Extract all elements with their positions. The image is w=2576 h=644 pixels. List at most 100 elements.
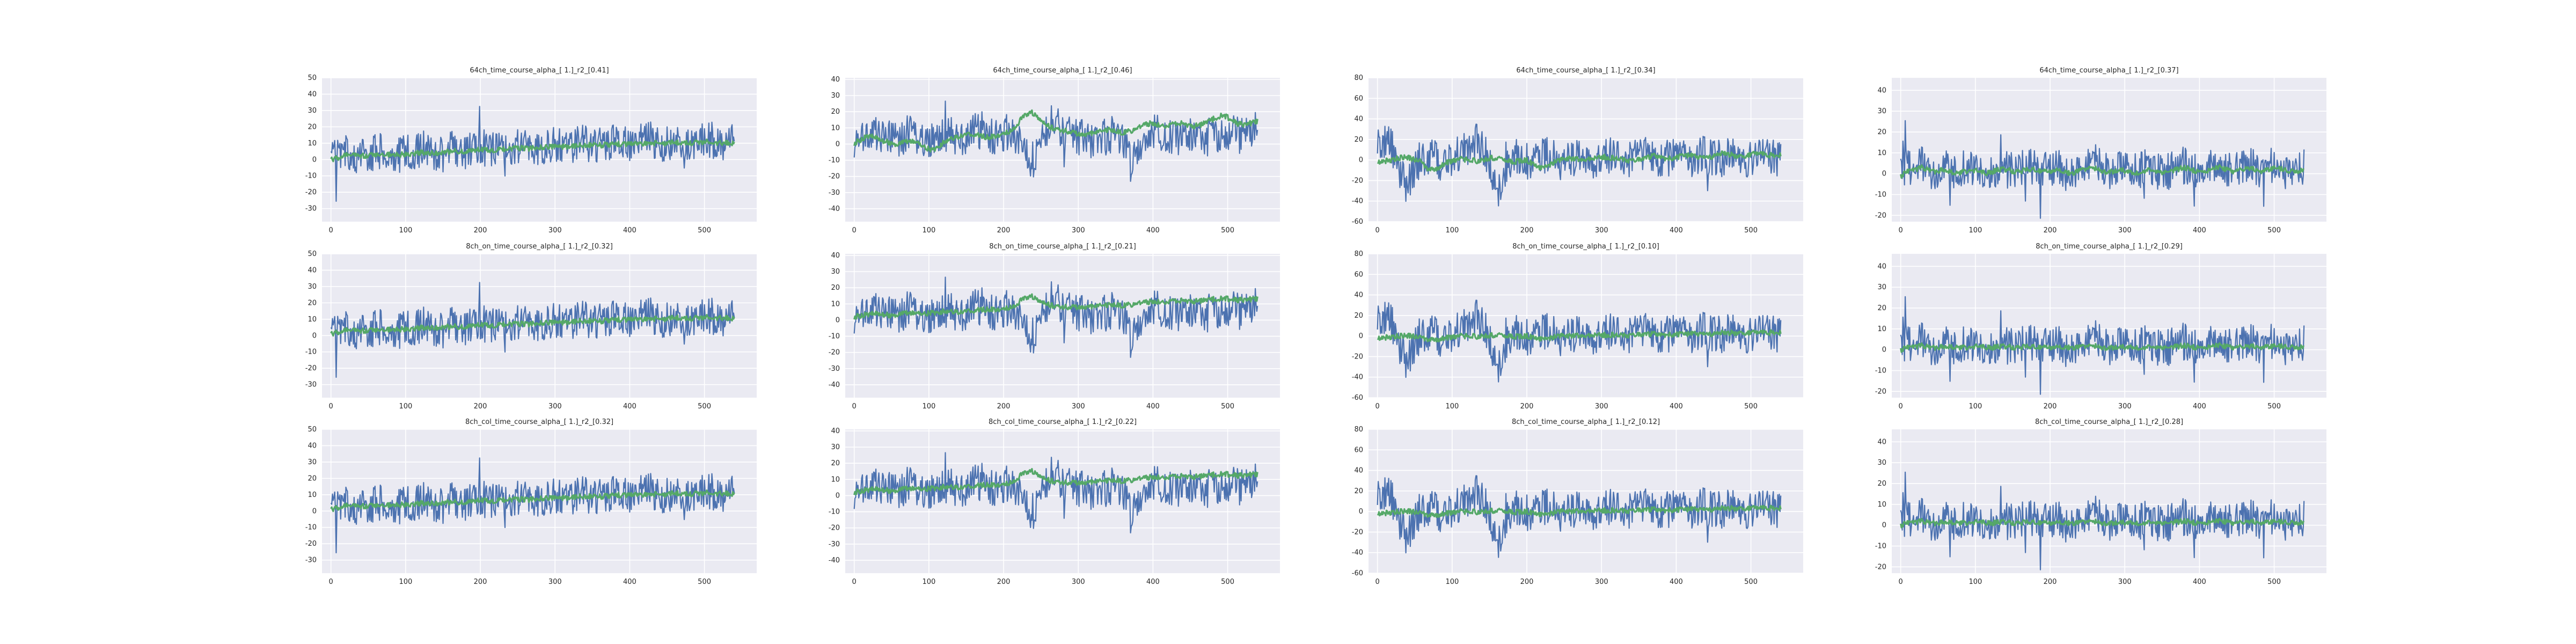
- y-tick-label: -40: [1352, 549, 1363, 557]
- plot-area: [845, 78, 1280, 222]
- y-tick-label: -30: [305, 381, 317, 389]
- y-tick-label: 0: [836, 140, 840, 148]
- y-tick-label: 40: [1354, 115, 1363, 123]
- x-tick-label: 0: [329, 402, 333, 411]
- plot-area: [845, 254, 1280, 398]
- subplot-title: 64ch_time_course_alpha_[ 1.]_r2_[0.41]: [470, 67, 609, 75]
- x-tick-label: 100: [399, 226, 412, 235]
- y-tick-label: -20: [829, 524, 840, 532]
- y-tick-label: 0: [1882, 346, 1886, 354]
- y-tick-label: -10: [1875, 543, 1886, 551]
- y-tick-label: 40: [308, 442, 317, 450]
- y-tick-label: 40: [1354, 291, 1363, 299]
- y-tick-label: 20: [308, 123, 317, 131]
- x-tick-label: 400: [623, 402, 636, 411]
- x-tick-label: 100: [1968, 226, 1982, 235]
- y-tick-label: 30: [831, 443, 840, 451]
- y-tick-label: 20: [1354, 312, 1363, 320]
- y-tick-label: 20: [1877, 304, 1886, 312]
- series-line-green: [330, 313, 735, 337]
- y-tick-label: -60: [1352, 569, 1363, 577]
- x-tick-label: 0: [1375, 578, 1380, 586]
- y-tick-label: -10: [305, 348, 317, 356]
- y-tick-label: -10: [829, 333, 840, 341]
- x-tick-label: 100: [1445, 402, 1459, 411]
- x-tick-label: 0: [329, 578, 333, 586]
- y-tick-label: 0: [1359, 156, 1363, 164]
- y-tick-label: 30: [1877, 283, 1886, 291]
- x-tick-label: 500: [1744, 402, 1758, 411]
- y-tick-label: 30: [308, 283, 317, 291]
- y-tick-label: 60: [1354, 446, 1363, 454]
- subplot-title: 8ch_col_time_course_alpha_[ 1.]_r2_[0.28…: [2035, 418, 2183, 426]
- x-tick-label: 300: [2118, 226, 2132, 235]
- y-tick-label: 20: [831, 108, 840, 116]
- series-line-green: [853, 293, 1258, 320]
- x-tick-label: 500: [698, 578, 711, 586]
- x-tick-label: 200: [474, 402, 487, 411]
- y-tick-label: 30: [308, 458, 317, 466]
- x-tick-label: 0: [1899, 402, 1903, 411]
- series-line-green: [330, 489, 735, 513]
- x-tick-label: 100: [1968, 402, 1982, 411]
- y-tick-label: 0: [836, 316, 840, 324]
- x-tick-label: 500: [2267, 402, 2281, 411]
- y-tick-label: 40: [1877, 262, 1886, 270]
- y-tick-label: -20: [305, 364, 317, 372]
- y-tick-label: -20: [1352, 528, 1363, 536]
- y-tick-label: -40: [829, 557, 840, 565]
- y-tick-label: 20: [308, 299, 317, 307]
- x-tick-label: 200: [2044, 402, 2057, 411]
- y-tick-label: 30: [308, 107, 317, 115]
- y-tick-label: -20: [829, 173, 840, 181]
- x-tick-label: 100: [922, 402, 935, 411]
- x-tick-label: 500: [1221, 578, 1234, 586]
- x-tick-label: 300: [1072, 578, 1085, 586]
- y-tick-label: -10: [829, 508, 840, 516]
- y-tick-label: -20: [829, 349, 840, 357]
- subplot-title: 64ch_time_course_alpha_[ 1.]_r2_[0.34]: [1516, 67, 1655, 75]
- x-tick-label: 100: [922, 578, 935, 586]
- y-tick-label: -40: [829, 381, 840, 389]
- subplot-title: 64ch_time_course_alpha_[ 1.]_r2_[0.37]: [2039, 67, 2178, 75]
- series-line-green: [1900, 342, 2305, 353]
- y-tick-label: 80: [1354, 74, 1363, 82]
- y-tick-label: -10: [829, 157, 840, 165]
- x-tick-label: 400: [1146, 226, 1160, 235]
- x-tick-label: 500: [698, 226, 711, 235]
- x-tick-label: 300: [1595, 402, 1608, 411]
- x-tick-label: 400: [2193, 578, 2206, 586]
- series-line-green: [853, 467, 1258, 495]
- y-tick-label: 40: [831, 427, 840, 435]
- series-line-green: [1900, 164, 2305, 179]
- y-tick-label: 80: [1354, 250, 1363, 258]
- subplot-7: -60 -40 -20 0 20 40 60 80 0 100 200 300 400 500 8ch_on…: [1352, 243, 1803, 411]
- y-tick-label: 20: [831, 284, 840, 292]
- series-line-green: [1377, 329, 1782, 343]
- y-tick-label: 30: [1877, 459, 1886, 467]
- y-tick-label: 10: [308, 491, 317, 499]
- x-tick-label: 400: [623, 226, 636, 235]
- x-tick-label: 200: [1520, 402, 1534, 411]
- x-tick-label: 300: [2118, 578, 2132, 586]
- y-tick-label: -20: [1875, 563, 1886, 571]
- y-tick-label: 40: [1354, 467, 1363, 475]
- y-tick-label: 20: [1877, 480, 1886, 488]
- y-tick-label: 10: [308, 140, 317, 148]
- x-tick-label: 100: [1445, 226, 1459, 235]
- series-line-blue: [1900, 296, 2305, 395]
- x-tick-label: 500: [1744, 578, 1758, 586]
- y-tick-label: 20: [1354, 136, 1363, 144]
- y-tick-label: -40: [1352, 197, 1363, 206]
- x-tick-label: 300: [1072, 226, 1085, 235]
- y-tick-label: 10: [831, 124, 840, 132]
- y-tick-label: 40: [1877, 438, 1886, 446]
- y-tick-label: 50: [308, 74, 317, 82]
- y-tick-label: -40: [1352, 374, 1363, 382]
- x-tick-label: 200: [2044, 226, 2057, 235]
